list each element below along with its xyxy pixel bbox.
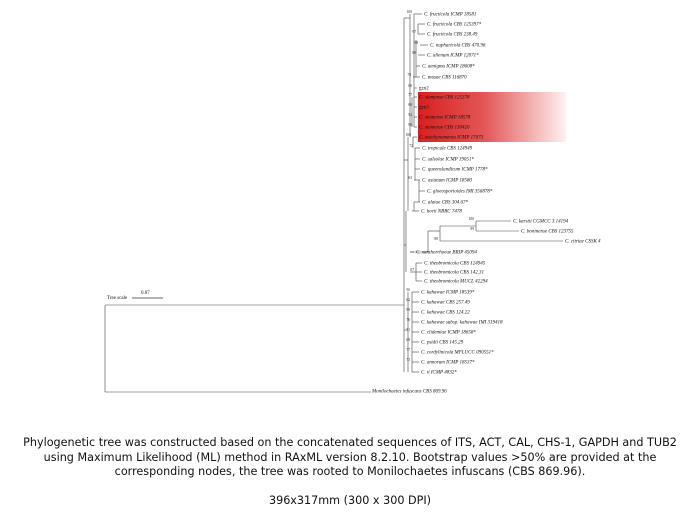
bootstrap-value: 73	[406, 358, 410, 362]
taxon-label: C. theobromicola MUCL 42294	[424, 280, 488, 285]
bootstrap-value: 56	[406, 288, 410, 292]
bootstrap-value: 77	[408, 93, 412, 97]
taxon-label: C. asianum ICMP 18580	[422, 179, 472, 184]
taxon-label: C. ti ICMP 4832*	[421, 371, 457, 376]
scale-value: 0.07	[141, 291, 150, 296]
bootstrap-value: 67	[410, 268, 414, 272]
bootstrap-value: 96	[408, 123, 412, 127]
bootstrap-value: 98	[414, 41, 418, 45]
bootstrap-value: 78	[407, 73, 411, 77]
taxon-label: C. clidemiae ICMP 18658*	[421, 331, 476, 336]
taxon-label: C. fructicola ICMP 18581	[424, 13, 476, 18]
taxon-label: C. annorum ICMP 18537*	[421, 361, 475, 366]
bootstrap-value: 62	[406, 298, 410, 302]
taxon-label: C. citriae CSSK 4	[565, 240, 601, 245]
taxon-label: C. kahawae CBS 257.49	[421, 301, 470, 306]
bootstrap-value: 76	[406, 318, 410, 322]
taxon-label: C. cordylinicola MFLUCC 090551*	[421, 351, 494, 356]
phylogenetic-tree: C. fructicola ICMP 18581 C. fructicola CB…	[104, 10, 601, 395]
taxon-label: gzn3	[419, 106, 429, 111]
taxon-label: gzn2	[419, 87, 429, 92]
bootstrap-values: 100 97 98 88 78 60 77 68 92 96 100 72 63 100 99 88 67 56 6…	[406, 10, 475, 362]
bootstrap-value: 99	[470, 227, 474, 231]
bootstrap-value: 77	[406, 348, 410, 352]
bootstrap-value: 60	[408, 84, 412, 88]
taxon-label: C. kahawae subsp. kahawae IMI 319418	[421, 321, 503, 326]
taxon-label: C. theobromicola CBS 142.31	[424, 271, 484, 276]
taxon-label: C. alatae CBS 304.67*	[422, 201, 468, 206]
taxon-label: C. kahawae ICMP 18539*	[421, 291, 475, 296]
bootstrap-value: 68	[408, 103, 412, 107]
taxon-label: C. kahawae CBS 124.22	[421, 311, 470, 316]
taxon-label: C. gloeosporioides IMI 356878*	[427, 190, 493, 195]
bootstrap-value: 99	[406, 308, 410, 312]
taxon-label: C. psidii CBS 145.29	[421, 341, 464, 346]
taxon-label: Monilochaetes infuscans CBS 869.96	[371, 390, 447, 395]
tree-branches	[104, 13, 563, 393]
bootstrap-value: 63	[408, 176, 412, 180]
figure-dimensions: 396x317mm (300 x 300 DPI)	[268, 494, 432, 507]
bootstrap-value: 97	[412, 30, 416, 34]
bootstrap-value: 71	[406, 328, 410, 332]
taxon-label: C. horii NBRC 7478	[421, 210, 462, 215]
taxon-label: C. tropicale CBS 124949	[422, 147, 473, 152]
taxon-label: C. siamense ICMP 18578	[419, 116, 471, 121]
clade-highlight	[418, 92, 566, 142]
taxon-label: C. xanthorrhoeae BRIP 45094	[416, 251, 477, 256]
figure-caption: Phylogenetic tree was constructed based …	[23, 436, 677, 478]
bootstrap-value: 72	[409, 144, 413, 148]
bootstrap-value: 69	[406, 338, 410, 342]
taxon-label: C. boninense CBS 123755	[521, 230, 574, 235]
taxon-label: C. aeschynomenes ICMP 17673	[419, 136, 484, 141]
bootstrap-value: 92	[408, 113, 412, 117]
taxon-label: C. fructicola CBS 125397*	[427, 23, 482, 28]
taxon-label: C. theobromicola CBS 124945	[424, 262, 486, 267]
taxon-label: C. queenslandicum ICMP 1778*	[422, 168, 488, 173]
taxon-label: C. musae CBS 116870	[422, 76, 467, 81]
taxon-label: C. siamense CBS 130420	[419, 126, 470, 131]
taxon-label: C. alienum ICMP 12071*	[427, 54, 479, 59]
taxon-label: C. siamense CBS 125378	[419, 96, 470, 101]
bootstrap-value: 88	[434, 237, 438, 241]
taxon-labels: C. fructicola ICMP 18581 C. fructicola CB…	[371, 13, 601, 395]
taxon-label: C. salsolae ICMP 19051*	[422, 158, 474, 163]
taxon-label: C. nupharicola CBS 470.96	[430, 44, 486, 49]
bootstrap-value: 100	[469, 217, 475, 221]
taxon-label: C. aenigma ICMP 18608*	[422, 65, 475, 70]
bootstrap-value: 100	[406, 133, 412, 137]
scale-bar: Tree scale 0.07	[107, 291, 163, 301]
bootstrap-value: 88	[412, 51, 416, 55]
bootstrap-value: 100	[407, 10, 413, 14]
scale-label: Tree scale	[107, 296, 128, 301]
taxon-label: C. fructicola CBS 238.49	[427, 33, 478, 38]
taxon-label: C. karstii CGMCC 3.14194	[513, 220, 569, 225]
